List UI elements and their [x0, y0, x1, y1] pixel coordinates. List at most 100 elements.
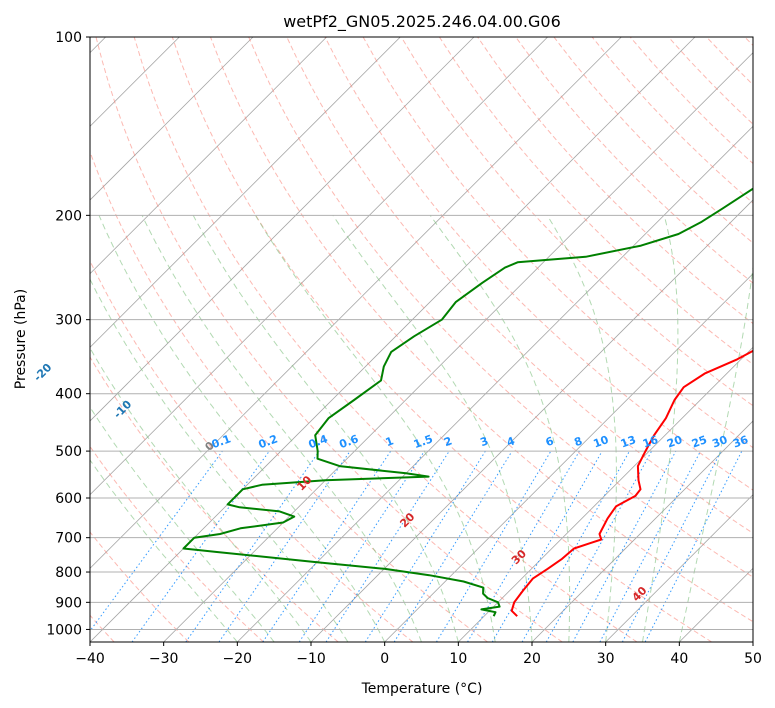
- mixing-ratio-line: [599, 450, 701, 642]
- mixing-ratio-line: [218, 450, 351, 642]
- moist-adiabat-line: [98, 215, 386, 642]
- y-tick-label: 400: [55, 387, 82, 403]
- mixing-ratio-label: 25: [690, 433, 709, 450]
- plot-frame: [89, 36, 754, 643]
- isotherm-line: [90, 37, 622, 569]
- mixing-ratio-line: [491, 450, 603, 642]
- x-tick-label: 0: [380, 651, 389, 667]
- dry-adiabat-line: [248, 37, 753, 578]
- moist-adiabat-line: [192, 215, 459, 642]
- isotherm-line: [90, 37, 696, 642]
- isotherm-line: [163, 52, 753, 642]
- mixing-ratio-label: 8: [572, 434, 584, 449]
- mixing-ratio-label: 16: [641, 433, 660, 451]
- y-tick-label: 300: [55, 313, 82, 329]
- dry-adiabat-line: [210, 37, 753, 623]
- mixing-ratio-label: 6: [544, 434, 556, 449]
- isotherm-line: [605, 494, 753, 642]
- chart-title: wetPf2_GN05.2025.246.04.00.G06: [283, 12, 561, 32]
- moist-adiabat-line: [90, 459, 238, 642]
- dry-adiabat-line: [90, 356, 339, 642]
- dry-adiabat-label: 30: [509, 547, 529, 567]
- mixing-ratio-label: 1.5: [412, 432, 435, 451]
- mixing-ratio-label: 0.1: [210, 432, 233, 451]
- isotherm-line: [90, 37, 254, 201]
- sounding-traces: [182, 187, 753, 617]
- mixing-ratio-line: [393, 450, 513, 642]
- temperature-trace: [510, 349, 753, 617]
- x-axis-ticks: −40 −30 −20 −10 0 10 20 30 40 50: [75, 642, 762, 667]
- dry-adiabat-line: [591, 37, 753, 204]
- moist-adiabat-line: [90, 406, 275, 642]
- mixing-ratio-line: [90, 450, 223, 632]
- isotherm-line: [90, 37, 401, 348]
- x-tick-label: −30: [149, 651, 179, 667]
- mixing-ratio-label: 20: [665, 433, 684, 451]
- x-tick-label: 30: [597, 651, 615, 667]
- isotherm-line: [90, 37, 327, 275]
- isotherm-line: [384, 273, 753, 642]
- mixing-ratio-label: 10: [592, 433, 611, 451]
- dry-adiabat-line: [90, 150, 488, 642]
- isotherm-line: [310, 199, 753, 642]
- mixing-ratio-line: [521, 450, 630, 642]
- dry-adiabat-line: [515, 37, 753, 284]
- mixing-ratio-label: 36: [731, 433, 750, 451]
- moist-adiabat-line: [141, 215, 422, 642]
- mixing-ratio-label: 13: [619, 433, 638, 450]
- mixing-ratio-line: [572, 450, 677, 642]
- y-tick-label: 1000: [46, 622, 82, 638]
- mixing-ratio-label: 2: [442, 434, 454, 449]
- mixing-ratio-label: 0.2: [257, 432, 280, 451]
- mixing-ratio-line: [435, 450, 552, 642]
- dry-adiabat-line: [553, 37, 753, 244]
- dry-adiabat-label: -10: [111, 398, 134, 421]
- mixing-ratio-line: [185, 450, 320, 642]
- x-tick-label: 40: [670, 651, 688, 667]
- isotherm-line: [90, 37, 548, 496]
- dry-adiabat-line: [133, 37, 638, 642]
- dry-adiabat-line: [95, 37, 563, 642]
- mixing-ratio-line: [364, 450, 486, 642]
- x-tick-label: −10: [296, 651, 326, 667]
- isotherm-line: [90, 37, 475, 422]
- dry-adiabat-label: -20: [31, 361, 54, 384]
- y-tick-label: 200: [55, 208, 82, 224]
- y-tick-label: 700: [55, 531, 82, 547]
- dry-adiabat-line: [90, 531, 190, 642]
- isotherm-line: [531, 420, 753, 642]
- mixing-ratio-label: 3: [478, 434, 490, 449]
- isobar-grid: [90, 37, 753, 630]
- y-tick-label: 100: [55, 30, 82, 46]
- x-axis-label: Temperature (°C): [361, 681, 483, 697]
- y-tick-label: 900: [55, 595, 82, 611]
- dry-adiabat-line: [171, 37, 712, 642]
- dry-adiabat-line: [90, 259, 414, 642]
- moist-adiabat-line: [642, 215, 679, 642]
- dry-adiabat-line: [324, 37, 753, 491]
- y-tick-label: 800: [55, 565, 82, 581]
- moist-adiabat-line: [678, 263, 753, 642]
- isotherm-line: [679, 567, 753, 642]
- moist-adiabat-line: [332, 215, 533, 642]
- background-lines: [90, 37, 753, 642]
- dewpoint-trace: [182, 187, 753, 617]
- y-tick-label: 600: [55, 491, 82, 507]
- dry-adiabat-line: [438, 37, 753, 366]
- dry-adiabat-line: [90, 445, 264, 642]
- moist-adiabat-line: [429, 215, 571, 642]
- mixing-ratio-label: 4: [505, 434, 517, 449]
- mixing-ratio-label: 0.4: [307, 432, 330, 451]
- moist-adiabat-line: [90, 347, 312, 642]
- mixing-ratio-line: [644, 450, 743, 642]
- mixing-ratio-label: 0.6: [338, 432, 361, 451]
- mixing-ratio-line: [621, 450, 722, 642]
- x-tick-label: 20: [523, 651, 541, 667]
- x-tick-label: 10: [449, 651, 467, 667]
- isotherm-line: [237, 125, 753, 642]
- isotherm-line: [458, 346, 753, 642]
- dry-adiabat-line: [668, 37, 753, 125]
- moist-adiabat-line: [546, 215, 617, 642]
